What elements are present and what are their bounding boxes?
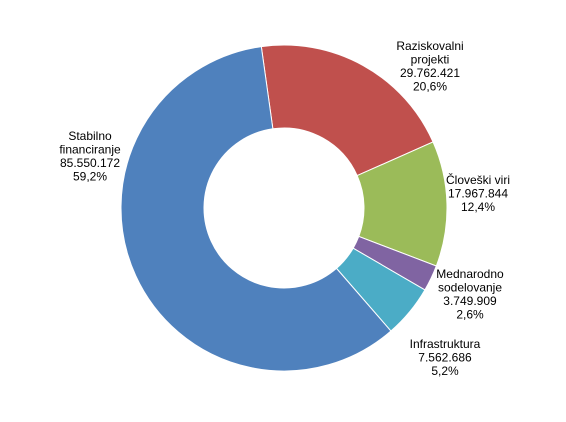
slice-stabilno-financiranje xyxy=(120,46,392,372)
slice-labels: Raziskovalni projekti 29.762.421 20,6% Člove… xyxy=(59,39,510,378)
label-cloveski-viri: Človeški viri 17.967.844 12,4% xyxy=(446,172,510,214)
label-stabilno-financiranje: Stabilno financiranje 85.550.172 59,2% xyxy=(59,129,121,184)
label-raziskovalni-projekti: Raziskovalni projekti 29.762.421 20,6% xyxy=(396,39,463,94)
donut-slices xyxy=(120,44,448,372)
label-mednarodno-sodelovanje: Mednarodno sodelovanje 3.749.909 2,6% xyxy=(436,267,504,322)
slice-raziskovalni-projekti xyxy=(260,44,434,177)
label-infrastruktura: Infrastruktura 7.562.686 5,2% xyxy=(410,337,481,378)
